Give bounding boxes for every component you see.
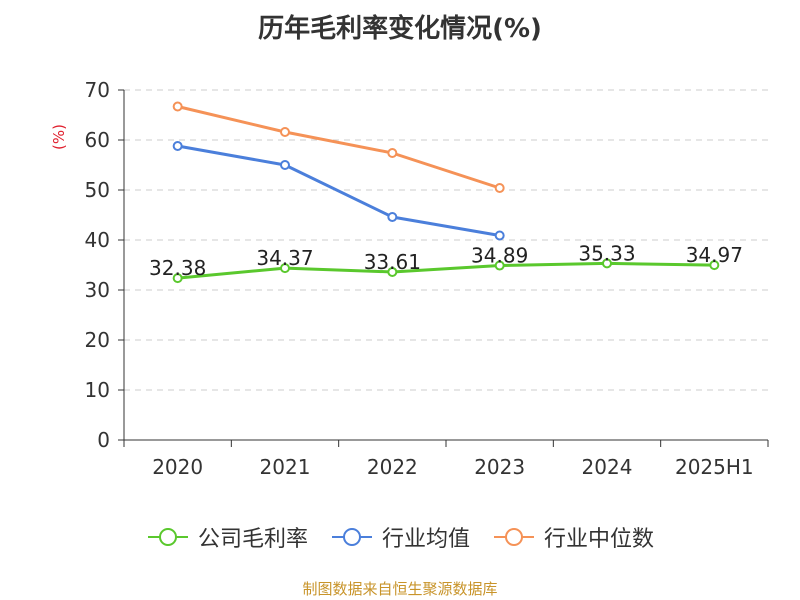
data-point <box>494 230 505 241</box>
data-label: 34.89 <box>471 244 528 268</box>
legend-item-industry-median[interactable]: 行业中位数 <box>492 521 654 553</box>
series-line <box>177 261 715 280</box>
data-point <box>387 212 398 222</box>
data-point <box>280 160 290 170</box>
source-footer: 制图数据来自恒生聚源数据库 <box>302 580 498 598</box>
data-label: 34.97 <box>686 243 743 267</box>
data-point <box>172 101 183 112</box>
data-label: 33.61 <box>364 250 421 274</box>
data-point <box>494 183 505 193</box>
x-tick-label: 2021 <box>260 455 311 479</box>
data-point <box>280 127 290 137</box>
y-tick-label: 10 <box>85 378 110 402</box>
y-tick-label: 0 <box>97 428 110 452</box>
y-tick-label: 50 <box>85 178 110 202</box>
data-point <box>172 273 183 284</box>
legend-marker-company <box>147 528 188 546</box>
x-tick-label: 2024 <box>582 455 633 479</box>
y-tick-label: 20 <box>85 328 110 352</box>
legend-item-industry-mean[interactable]: 行业均值 <box>330 521 470 553</box>
legend: 公司毛利率 行业均值 行业中位数 <box>0 521 800 553</box>
legend-item-company[interactable]: 公司毛利率 <box>146 521 308 553</box>
x-tick-label: 2022 <box>367 455 418 479</box>
data-label: 34.37 <box>256 246 313 270</box>
series-line <box>177 105 501 190</box>
series-line <box>177 144 500 237</box>
data-point <box>602 258 612 269</box>
data-point <box>494 260 505 271</box>
x-tick-label: 2020 <box>152 455 203 479</box>
data-point <box>709 260 720 271</box>
legend-label-company: 公司毛利率 <box>197 527 308 552</box>
y-tick-label: 40 <box>85 228 110 252</box>
legend-marker-industry-median <box>494 528 534 546</box>
x-tick-label: 2025H1 <box>675 455 754 479</box>
data-label: 32.38 <box>149 256 206 280</box>
legend-label-industry-median: 行业中位数 <box>544 527 655 552</box>
y-tick-label: 70 <box>85 78 110 102</box>
data-point <box>387 148 398 158</box>
chart-title: 历年毛利率变化情况(%) <box>258 14 542 44</box>
data-label: 35.33 <box>578 241 635 265</box>
legend-label-industry-mean: 行业均值 <box>381 527 470 552</box>
data-point <box>280 263 290 274</box>
data-point <box>387 266 398 277</box>
data-point <box>172 141 183 151</box>
y-tick-label: 60 <box>85 128 110 152</box>
y-tick-label: 30 <box>85 278 110 302</box>
legend-marker-industry-mean <box>331 528 372 546</box>
x-tick-label: 2023 <box>474 455 525 479</box>
